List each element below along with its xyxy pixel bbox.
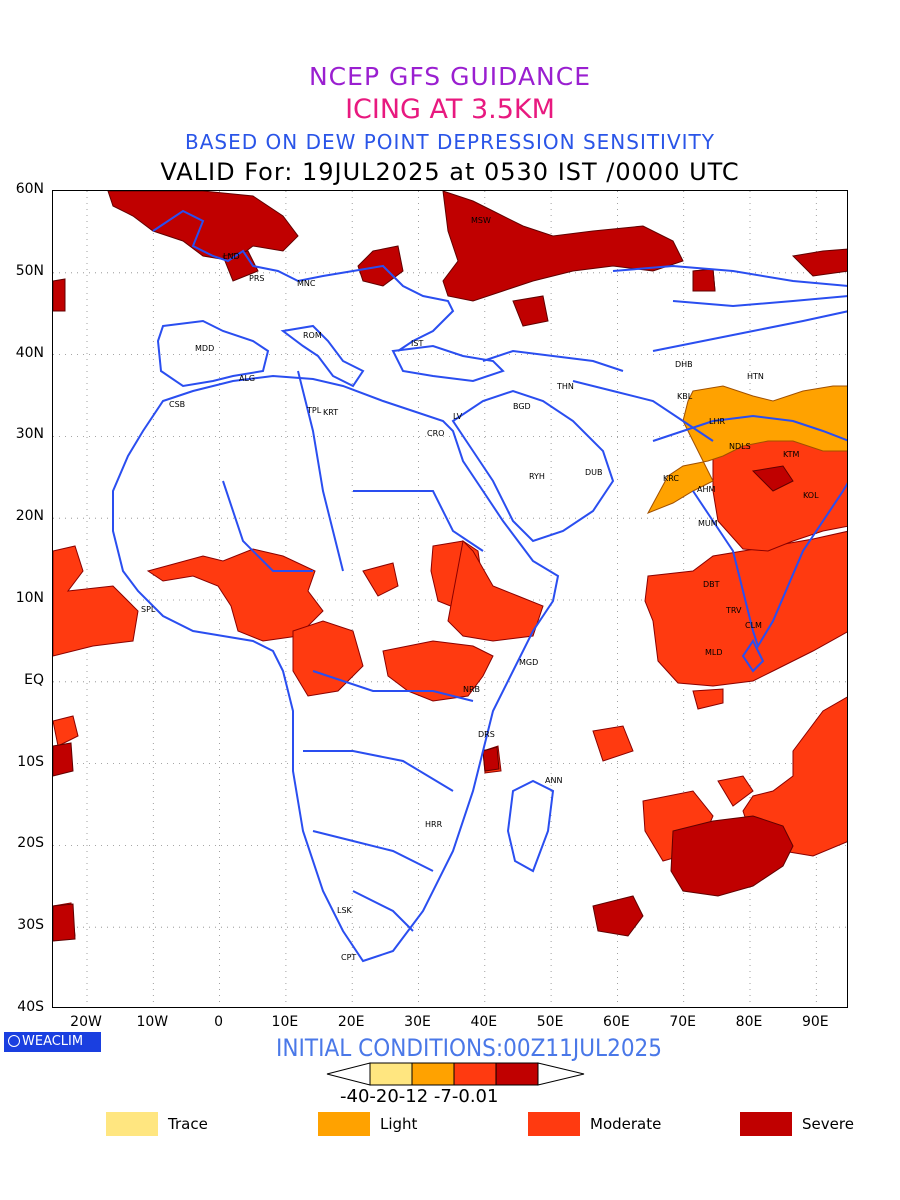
station-label: MDD — [195, 344, 214, 353]
station-label: KOL — [803, 491, 819, 500]
station-label: KBL — [677, 392, 693, 401]
colorbar-moderate — [453, 1062, 497, 1086]
icing-map: MSW LND PRS MNC ROM IST MDD ALG CSB TPL KRT CRO LV BG… — [52, 190, 848, 1008]
colorbar-severe — [495, 1062, 539, 1086]
colorbar-light — [411, 1062, 455, 1086]
lat-label: 40N — [15, 344, 44, 361]
station-label: DHB — [675, 360, 693, 369]
lon-label: 90E — [801, 1014, 829, 1030]
station-label: CPT — [341, 953, 356, 962]
legend-trace-swatch — [106, 1112, 158, 1136]
station-label: LSK — [337, 906, 353, 915]
initial-conditions: INITIAL CONDITIONS:00Z11JUL2025 — [276, 1034, 663, 1062]
lon-label: 0 — [214, 1014, 224, 1030]
station-label: THN — [556, 382, 574, 391]
station-label: LND — [223, 252, 240, 261]
station-label: PRS — [249, 274, 264, 283]
station-label: SPL — [141, 605, 156, 614]
station-label: NDLS — [729, 442, 751, 451]
lat-label: 20N — [15, 508, 44, 525]
colorbar-trace — [369, 1062, 413, 1086]
valid-time: VALID For: 19JUL2025 at 0530 IST /0000 U… — [160, 158, 740, 186]
lon-label: 50E — [536, 1014, 564, 1030]
station-label: ALG — [239, 374, 255, 383]
brand-text: WEACLIM — [22, 1034, 84, 1049]
lon-label: 20W — [70, 1014, 102, 1030]
station-label: TRV — [725, 606, 742, 615]
station-label: KRT — [323, 408, 338, 417]
station-label: MGD — [519, 658, 538, 667]
station-label: LV — [453, 412, 463, 421]
map-svg: MSW LND PRS MNC ROM IST MDD ALG CSB TPL KRT CRO LV BG… — [53, 191, 847, 1007]
station-label: CRO — [427, 429, 444, 438]
lat-label: 10S — [17, 753, 44, 770]
station-label: MSW — [471, 216, 491, 225]
title-line-1: NCEP GFS GUIDANCE — [308, 62, 591, 91]
station-labels: MSW LND PRS MNC ROM IST MDD ALG CSB TPL KRT CRO LV BG… — [141, 216, 819, 962]
lat-label: 50N — [15, 262, 44, 279]
title-line-2: ICING AT 3.5KM — [345, 94, 555, 125]
station-label: HTN — [747, 372, 764, 381]
lon-label: 40E — [470, 1014, 498, 1030]
station-label: LHR — [709, 417, 725, 426]
station-label: TPL — [306, 406, 322, 415]
station-label: MNC — [297, 279, 316, 288]
station-label: RYH — [529, 472, 545, 481]
station-label: IST — [411, 339, 423, 348]
lat-label: 30S — [17, 917, 44, 934]
subtitle: BASED ON DEW POINT DEPRESSION SENSITIVIT… — [185, 130, 715, 154]
station-label: DUB — [585, 468, 603, 477]
station-label: DBT — [703, 580, 720, 589]
station-label: NRB — [463, 685, 480, 694]
legend-moderate-label: Moderate — [590, 1115, 662, 1133]
legend-light-swatch — [318, 1112, 370, 1136]
lat-label: EQ — [24, 671, 44, 688]
legend-trace-label: Trace — [168, 1115, 208, 1133]
lon-label: 10W — [136, 1014, 169, 1030]
boundaries — [112, 209, 847, 963]
lon-label: 60E — [603, 1014, 630, 1030]
lat-label: 30N — [15, 426, 44, 443]
colorbar-right-arrow — [537, 1062, 585, 1086]
lon-label: 70E — [669, 1014, 697, 1030]
station-label: MUM — [698, 519, 718, 528]
legend-light-label: Light — [380, 1115, 418, 1133]
colorbar-left-arrow — [326, 1062, 371, 1086]
legend-severe-label: Severe — [802, 1115, 854, 1133]
station-label: HRR — [425, 820, 443, 829]
legend-severe-swatch — [740, 1112, 792, 1136]
lat-label: 20S — [17, 835, 44, 852]
legend-moderate-swatch — [528, 1112, 580, 1136]
station-label: KTM — [783, 450, 800, 459]
station-label: ANN — [545, 776, 562, 785]
station-label: KRC — [663, 474, 679, 483]
station-label: DRS — [478, 730, 495, 739]
lon-label: 10E — [271, 1014, 299, 1030]
station-label: CSB — [169, 400, 185, 409]
station-label: BGD — [513, 402, 531, 411]
colorbar-ticks: -40-20-12 -7-0.01 — [340, 1086, 499, 1107]
logo-icon — [8, 1035, 20, 1047]
icing-severe-areas — [53, 191, 847, 942]
lat-label: 40S — [17, 999, 44, 1015]
icing-moderate-areas — [53, 425, 847, 942]
icing-light-areas — [646, 385, 847, 514]
lon-label: 80E — [735, 1014, 763, 1030]
lat-label: 60N — [15, 181, 44, 197]
lon-label: 20E — [337, 1014, 365, 1030]
station-label: AHM — [697, 485, 715, 494]
weaclim-logo: WEACLIM — [4, 1032, 101, 1052]
station-label: CLM — [745, 621, 762, 630]
station-label: MLD — [705, 648, 723, 657]
lon-label: 30E — [404, 1014, 431, 1030]
station-label: ROM — [303, 331, 322, 340]
colorbar — [326, 1062, 585, 1086]
lat-label: 10N — [15, 590, 44, 606]
